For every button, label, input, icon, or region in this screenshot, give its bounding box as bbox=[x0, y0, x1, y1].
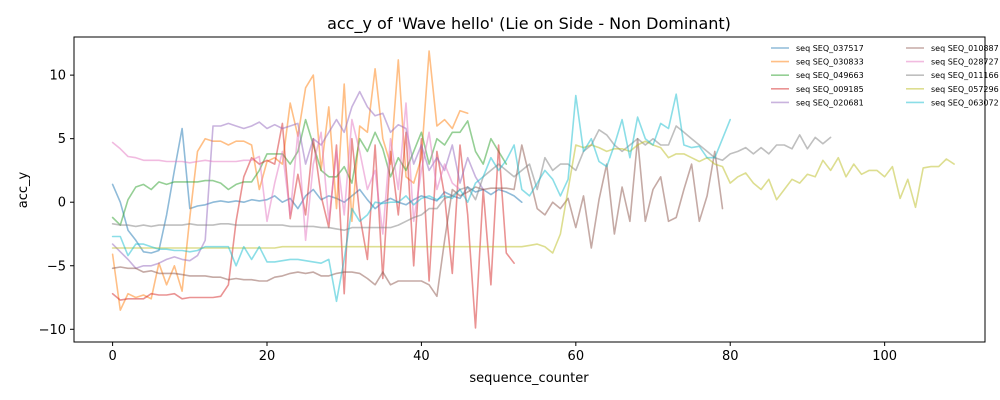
y-tick-label: 10 bbox=[49, 69, 66, 84]
series-line-6 bbox=[111, 102, 461, 242]
series-line-5 bbox=[111, 137, 724, 298]
legend-label: seq SEQ_037517 bbox=[796, 44, 864, 53]
y-tick-label: 5 bbox=[58, 132, 66, 147]
x-tick-label: 60 bbox=[568, 349, 585, 364]
series-lines bbox=[111, 50, 955, 329]
legend-label: seq SEQ_030833 bbox=[796, 58, 864, 67]
series-line-4 bbox=[111, 90, 485, 270]
legend-label: seq SEQ_063072 bbox=[931, 98, 999, 107]
plot-frame bbox=[73, 36, 986, 343]
chart-title: acc_y of 'Wave hello' (Lie on Side - Non… bbox=[327, 14, 731, 34]
legend-label: seq SEQ_009185 bbox=[796, 85, 864, 94]
y-axis-ticks: −10 −5 0 5 10 bbox=[39, 69, 74, 338]
x-axis-ticks: 0 20 40 60 80 100 bbox=[108, 342, 897, 364]
y-axis-label: acc_y bbox=[16, 171, 31, 208]
x-axis-label: sequence_counter bbox=[469, 371, 589, 386]
x-tick-label: 0 bbox=[108, 349, 116, 364]
x-tick-label: 80 bbox=[722, 349, 739, 364]
series-line-8 bbox=[111, 140, 955, 254]
y-tick-label: −10 bbox=[39, 323, 66, 338]
legend-label: seq SEQ_010887 bbox=[931, 44, 999, 53]
legend-label: seq SEQ_057296 bbox=[931, 85, 999, 94]
series-line-9 bbox=[111, 93, 732, 303]
y-tick-label: 0 bbox=[58, 196, 66, 211]
x-tick-label: 20 bbox=[259, 349, 276, 364]
series-line-2 bbox=[111, 118, 508, 226]
legend-label: seq SEQ_049663 bbox=[796, 71, 864, 80]
y-tick-label: −5 bbox=[47, 259, 66, 274]
x-tick-label: 100 bbox=[872, 349, 897, 364]
legend-label: seq SEQ_020681 bbox=[796, 98, 864, 107]
legend-label: seq SEQ_028727 bbox=[931, 58, 999, 67]
x-tick-label: 40 bbox=[413, 349, 430, 364]
series-line-1 bbox=[111, 50, 469, 312]
legend-label: seq SEQ_011166 bbox=[931, 71, 999, 80]
